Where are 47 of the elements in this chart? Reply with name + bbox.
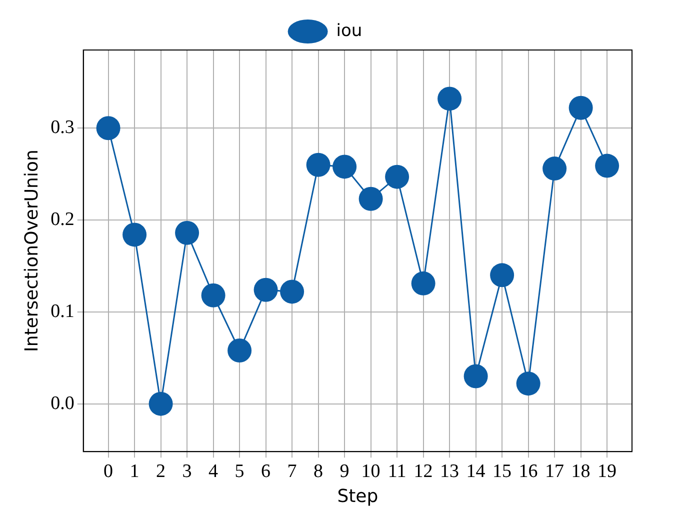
point — [254, 278, 278, 302]
x-tick-label: 6 — [261, 460, 271, 482]
y-tick-label: 0.2 — [50, 209, 74, 230]
y-tick-label: 0.1 — [50, 300, 74, 322]
x-tick-label: 13 — [440, 460, 460, 482]
x-tick-label: 3 — [182, 460, 192, 482]
point — [358, 186, 383, 211]
point — [122, 222, 147, 247]
y-tick-label: 0.3 — [50, 117, 74, 138]
legend-label: iou — [336, 20, 362, 41]
x-tick-label: 5 — [234, 460, 244, 482]
x-tick-label: 18 — [571, 460, 590, 482]
point — [306, 152, 330, 177]
point — [595, 154, 620, 178]
point — [490, 263, 514, 288]
x-tick-label: 19 — [598, 460, 617, 482]
point — [148, 392, 173, 416]
point — [542, 156, 567, 181]
point — [568, 96, 593, 120]
point — [516, 372, 540, 396]
x-tick-label: 7 — [287, 460, 297, 482]
x-tick-label: 14 — [466, 460, 486, 482]
x-axis-title: Step — [337, 486, 378, 507]
x-tick-label: 15 — [492, 460, 512, 482]
x-tick-label: 2 — [156, 460, 166, 482]
x-tick-label: 11 — [388, 460, 406, 482]
point — [96, 116, 120, 140]
y-axis-title: IntersectionOverUnion — [21, 150, 42, 352]
x-tick-label: 8 — [314, 460, 324, 482]
point — [280, 280, 304, 304]
point — [385, 164, 410, 189]
point — [332, 154, 357, 179]
x-tick-label: 12 — [414, 460, 433, 482]
point — [175, 220, 200, 245]
x-tick-label: 4 — [208, 460, 219, 482]
x-tick-label: 10 — [361, 460, 380, 482]
y-tick-label: 0.0 — [50, 392, 74, 414]
x-tick-label: 1 — [130, 460, 140, 482]
point — [464, 364, 488, 388]
point — [201, 283, 226, 308]
x-tick-label: 9 — [340, 460, 350, 482]
x-tick-label: 0 — [104, 460, 114, 482]
point — [228, 338, 252, 363]
point — [411, 271, 436, 296]
x-tick-label: 16 — [518, 460, 538, 482]
x-tick-label: 17 — [545, 460, 564, 482]
point — [438, 86, 462, 111]
